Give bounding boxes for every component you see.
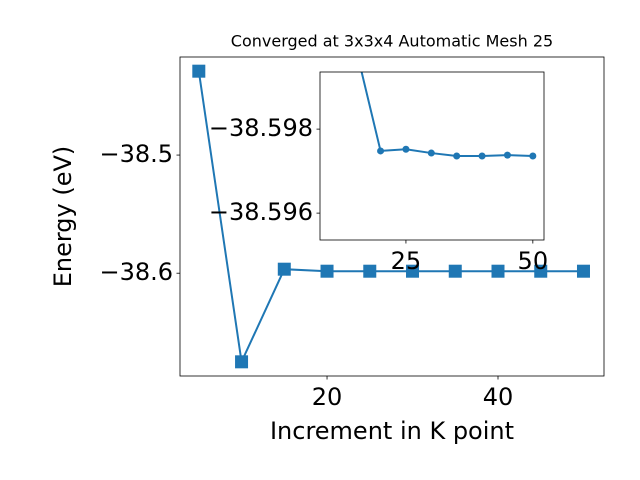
chart-title: Converged at 3x3x4 Automatic Mesh 25 [231,32,553,51]
x-tick-label: 20 [312,383,343,411]
y-tick-label: −38.598 [209,114,313,142]
marker [406,264,420,278]
x-tick-label: 40 [483,383,514,411]
marker [448,264,462,278]
marker [576,264,590,278]
y-axis-label: Energy (eV) [49,146,77,288]
x-tick-label: 50 [518,247,549,275]
x-axis-label: Increment in K point [270,417,514,445]
marker [192,64,206,78]
marker [377,147,385,155]
y-tick-label: −38.5 [99,140,173,168]
marker [427,149,435,157]
marker [503,151,511,159]
marker [453,152,461,160]
marker [363,264,377,278]
axes-frame [319,71,545,241]
marker [402,145,410,153]
marker [235,355,249,369]
series-line [197,71,584,366]
x-tick-label: 25 [391,247,422,275]
marker [534,264,548,278]
marker [320,264,334,278]
plot-group [360,72,537,160]
marker [529,152,537,160]
series-line [360,72,533,157]
y-tick-label: −38.6 [99,258,173,286]
marker [277,262,291,276]
plot-group [192,64,590,369]
axes-frame [179,56,605,377]
marker [478,152,486,160]
y-tick-label: −38.596 [209,198,313,226]
marker [491,264,505,278]
